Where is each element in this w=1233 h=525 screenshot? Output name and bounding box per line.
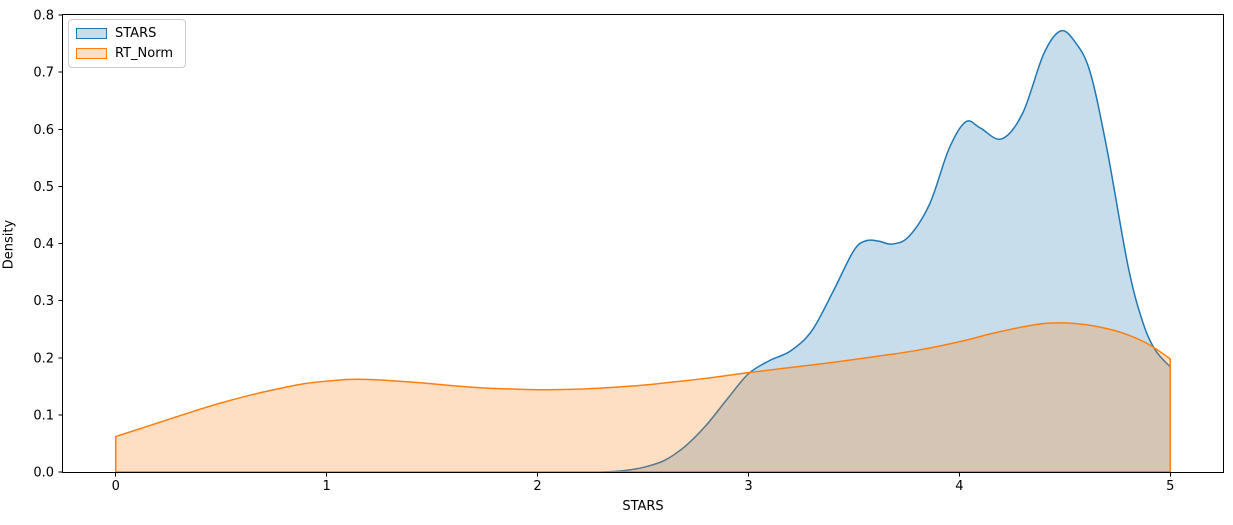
x-tick-label: 5	[1166, 479, 1174, 494]
y-tick-label: 0.3	[33, 294, 54, 309]
plot-border	[62, 14, 1224, 473]
stars-legend-swatch-icon	[76, 28, 107, 39]
y-tick-label: 0.1	[33, 408, 54, 423]
stars-density-curve	[600, 29, 1172, 473]
y-axis-label: Density	[1, 219, 17, 270]
x-tick-label: 2	[533, 479, 541, 494]
y-tick-label: 0.4	[33, 237, 54, 252]
rt-norm-legend-swatch-icon	[76, 48, 107, 59]
x-tick-label: 0	[112, 479, 120, 494]
legend-entry-stars: STARS	[76, 26, 173, 41]
y-tick-label: 0.5	[33, 180, 54, 195]
x-tick-label: 1	[322, 479, 330, 494]
y-tick-label: 0.6	[33, 123, 54, 138]
legend-entry-rt-norm: RT_Norm	[76, 46, 173, 61]
legend-label-rt-norm: RT_Norm	[115, 46, 173, 61]
y-tick-label: 0.8	[33, 9, 54, 24]
x-tick-label: 4	[955, 479, 963, 494]
legend-label-stars: STARS	[115, 26, 157, 41]
x-axis-label: STARS	[622, 499, 664, 514]
legend: STARS RT_Norm	[68, 19, 186, 68]
y-tick-label: 0.2	[33, 351, 54, 366]
x-tick-label: 3	[744, 479, 752, 494]
rt-norm-density-curve	[114, 322, 1172, 473]
y-tick-label: 0.7	[33, 66, 54, 81]
y-tick-label: 0.0	[33, 466, 54, 481]
